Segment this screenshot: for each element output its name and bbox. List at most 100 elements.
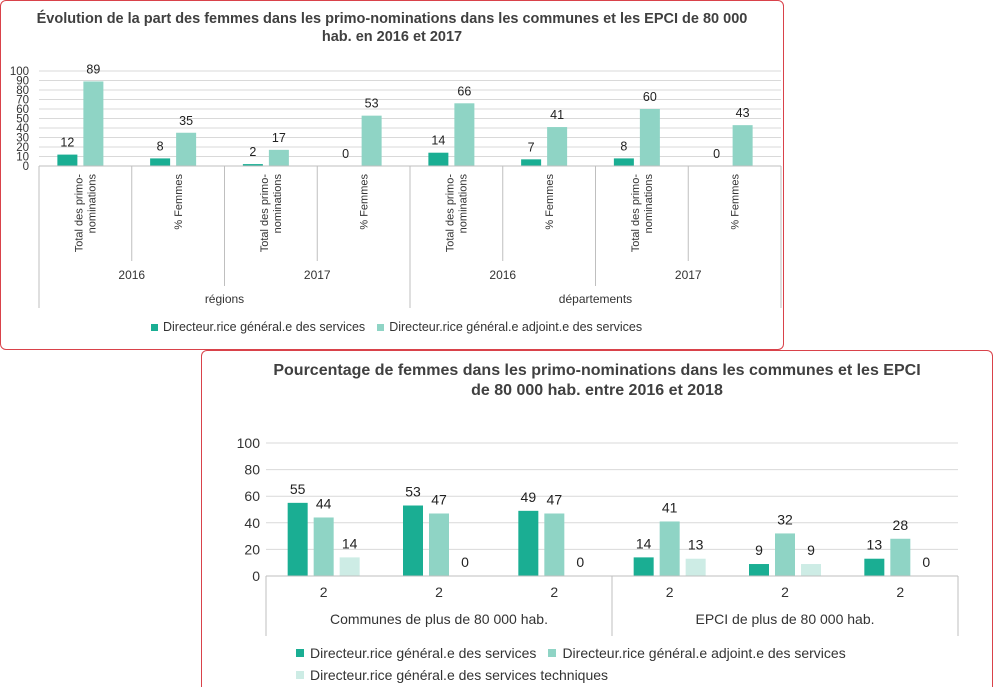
bar-dgas (268, 149, 289, 166)
data-label: 12 (60, 136, 74, 150)
legend-swatch-dgas (548, 649, 557, 657)
legend-item-dgst: Directeur.rice général.e des services te… (296, 667, 608, 683)
x-category-label: 2 (550, 584, 558, 600)
data-label: 8 (157, 139, 164, 153)
bar-dgs (242, 164, 263, 166)
y-tick-label: 60 (244, 488, 260, 504)
data-label: 13 (867, 537, 883, 553)
data-label: 55 (290, 481, 306, 497)
x-category-label: 2 (781, 584, 789, 600)
data-label: 60 (643, 90, 657, 104)
legend-item-dgs: Directeur.rice général.e des services (296, 645, 536, 661)
data-label: 66 (457, 84, 471, 98)
x-year-label: 2017 (304, 268, 331, 282)
data-label: 41 (662, 499, 678, 515)
bar-dgas (732, 125, 753, 166)
chart-1-title: Évolution de la part des femmes dans les… (36, 11, 748, 46)
y-tick-label: 100 (237, 435, 261, 451)
x-category-label: 2 (320, 584, 328, 600)
y-tick-label: 100 (10, 66, 29, 78)
bar-dgst (685, 558, 706, 576)
bar-dgs (749, 564, 769, 576)
x-category-label: 2 (666, 584, 674, 600)
legend-label-dgs: Directeur.rice général.e des services (163, 320, 366, 334)
x-category-label: Total des primo-nominations (630, 174, 655, 253)
data-label: 0 (576, 554, 584, 570)
bar-dgs (150, 158, 171, 166)
data-label: 43 (736, 106, 750, 120)
y-tick-label: 80 (16, 85, 29, 97)
legend-label-dgas: Directeur.rice général.e adjoint.e des s… (562, 645, 846, 661)
bar-dgs (287, 502, 308, 576)
bar-dgas (83, 81, 104, 166)
bar-dgs (633, 557, 654, 576)
legend-label-dgst: Directeur.rice général.e des services te… (310, 667, 609, 683)
x-category-label: % Femmes (359, 174, 371, 230)
bar-dgas (890, 538, 911, 576)
legend-item-dgas: Directeur.rice général.e adjoint.e des s… (548, 645, 846, 661)
bar-dgas (544, 513, 565, 576)
bar-dgst (339, 557, 360, 576)
y-tick-label: 70 (16, 95, 29, 107)
data-label: 14 (431, 134, 445, 148)
x-category-label: % Femmes (173, 174, 185, 230)
bar-dgas (429, 513, 449, 576)
y-tick-label: 80 (244, 462, 260, 478)
chart-2-title: Pourcentage de femmes dans les primo-nom… (273, 362, 921, 399)
bar-dgs (521, 159, 542, 166)
x-group-label: Communes de plus de 80 000 hab. (330, 611, 548, 627)
data-label: 32 (777, 511, 793, 527)
y-tick-label: 0 (23, 161, 29, 173)
x-year-label: 2016 (489, 268, 516, 282)
data-label: 0 (713, 147, 720, 161)
legend-swatch-dgas (377, 323, 385, 331)
chart-panel-2: Pourcentage de femmes dans les primo-nom… (201, 350, 993, 687)
x-year-label: 2016 (118, 268, 145, 282)
legend-label-dgs: Directeur.rice général.e des services (310, 645, 537, 661)
x-category-label: % Femmes (730, 174, 742, 230)
bar-dgas (639, 109, 660, 166)
data-label: 0 (461, 554, 469, 570)
data-label: 53 (405, 484, 421, 500)
chart-1-legend: Directeur.rice général.e des services Di… (151, 320, 642, 334)
y-tick-label: 30 (16, 133, 29, 145)
data-label: 41 (550, 108, 564, 122)
x-category-label: 2 (435, 584, 443, 600)
bar-dgas (361, 115, 382, 166)
data-label: 2 (249, 145, 256, 159)
data-label: 8 (620, 139, 627, 153)
x-category-label: Total des primo-nominations (444, 174, 469, 253)
data-label: 0 (922, 554, 930, 570)
legend-label-dgas: Directeur.rice général.e adjoint.e des s… (389, 320, 643, 334)
data-label: 53 (365, 97, 379, 111)
x-year-label: 2017 (675, 268, 702, 282)
data-label: 13 (688, 537, 704, 553)
data-label: 14 (342, 535, 358, 551)
y-tick-label: 90 (16, 76, 29, 88)
bar-dgas (313, 517, 334, 576)
data-label: 0 (342, 147, 349, 161)
chart-panel-1: Évolution de la part des femmes dans les… (0, 0, 784, 350)
y-tick-label: 40 (16, 123, 29, 135)
x-group-label: régions (205, 292, 244, 306)
data-label: 35 (179, 114, 193, 128)
bar-dgs (613, 158, 634, 166)
data-label: 49 (521, 489, 537, 505)
legend-swatch-dgs (296, 649, 304, 657)
bar-dgs (403, 505, 423, 576)
bar-dgst (801, 564, 821, 576)
x-category-label: % Femmes (544, 174, 556, 230)
data-label: 47 (431, 491, 447, 507)
bar-dgas (454, 103, 475, 166)
x-group-label: EPCI de plus de 80 000 hab. (695, 611, 874, 627)
bar-dgs (57, 154, 78, 166)
y-tick-label: 20 (16, 142, 29, 154)
legend-swatch-dgs (151, 323, 158, 331)
y-tick-label: 20 (244, 541, 260, 557)
data-label: 44 (316, 495, 332, 511)
bar-dgas (775, 533, 795, 576)
y-tick-label: 10 (16, 152, 29, 164)
x-category-label: 2 (896, 584, 904, 600)
data-label: 28 (893, 517, 909, 533)
